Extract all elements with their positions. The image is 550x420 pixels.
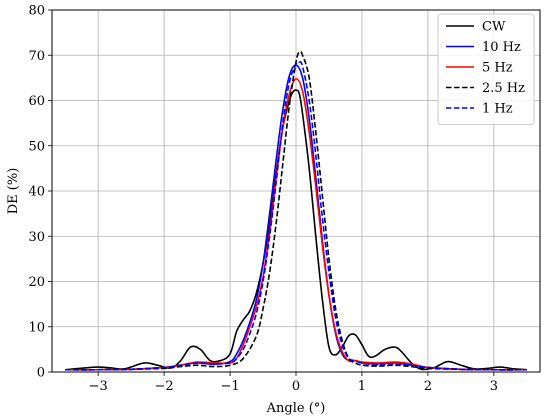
x-tick-label: 1: [358, 379, 366, 394]
y-tick-label: 60: [28, 94, 45, 109]
y-tick-label: 30: [28, 230, 45, 245]
x-axis-ticks: −3 −2 −1 0 1 2 3: [89, 372, 498, 394]
legend-box: [437, 13, 535, 125]
legend-label: 1 Hz: [482, 102, 513, 117]
series-lines: [65, 50, 527, 371]
y-tick-label: 20: [28, 275, 45, 290]
y-axis-ticks: 0 10 20 30 40 50 60 70 80: [28, 4, 52, 381]
x-tick-label: 2: [424, 379, 432, 394]
x-tick-label: −2: [155, 379, 174, 394]
legend-label: 2.5 Hz: [482, 81, 525, 96]
x-tick-label: −1: [220, 379, 239, 394]
x-axis-label: Angle (°): [266, 401, 326, 416]
y-tick-label: 0: [37, 366, 45, 381]
series-line-cw: [65, 89, 527, 371]
legend-label: CW: [482, 20, 506, 35]
y-tick-label: 80: [28, 4, 45, 19]
y-tick-label: 70: [28, 49, 45, 64]
series-line-2-5-hz: [65, 50, 527, 371]
x-tick-label: −3: [89, 379, 108, 394]
y-tick-label: 40: [28, 185, 45, 200]
legend-label: 5 Hz: [482, 61, 513, 76]
x-tick-label: 3: [490, 379, 498, 394]
y-axis-label: DE (%): [6, 168, 21, 215]
series-line-1-hz: [65, 60, 527, 371]
legend: CW 10 Hz 5 Hz 2.5 Hz 1 Hz: [437, 13, 535, 125]
legend-label: 10 Hz: [482, 40, 521, 55]
x-tick-label: 0: [292, 379, 300, 394]
series-line-5-hz: [65, 77, 527, 371]
y-tick-label: 50: [28, 139, 45, 154]
y-tick-label: 10: [28, 320, 45, 335]
